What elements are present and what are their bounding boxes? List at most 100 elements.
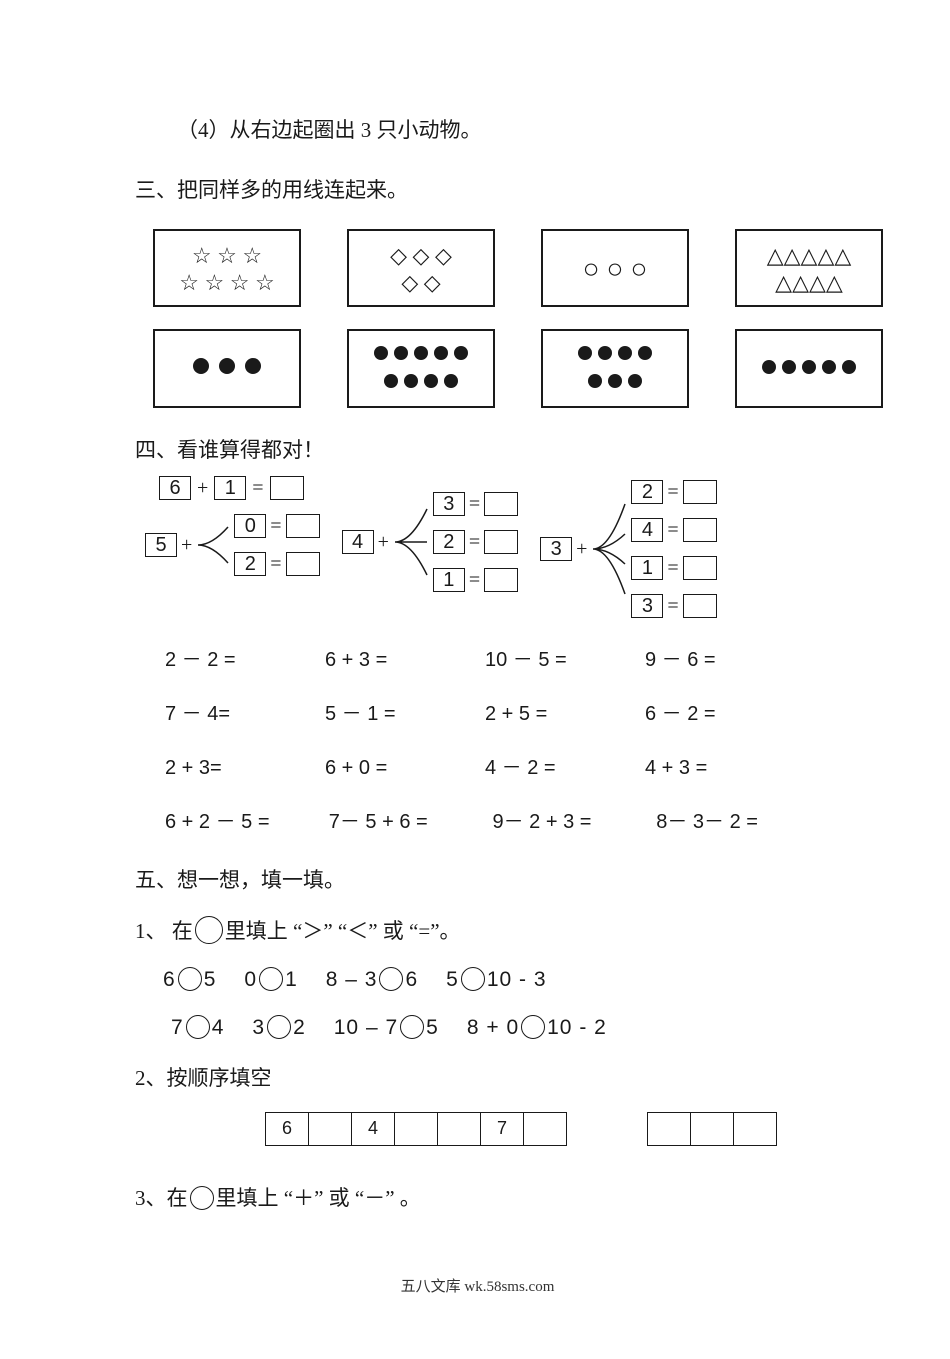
arithmetic-grid-wide: 6 + 2 － 5 =7－ 5 + 6 =9－ 2 + 3 =8－ 3－ 2 =	[165, 806, 820, 838]
equals-sign: =	[667, 514, 678, 546]
match-box-stars: ☆ ☆ ☆ ☆ ☆ ☆ ☆	[153, 229, 301, 307]
arith-row: 2 + 3=6 + 0 =4 － 2 =4 + 3 =	[165, 752, 820, 784]
arithmetic-grid: 2 － 2 =6 + 3 =10 － 5 =9 － 6 = 7 － 4=5 － 1…	[165, 644, 820, 784]
arith-cell: 4 + 3 =	[645, 752, 805, 784]
equals-sign: =	[667, 476, 678, 508]
plus-sign: +	[378, 526, 389, 558]
equals-sign: =	[667, 590, 678, 622]
col-1: 6 + 1 = 5 + 0=2=	[145, 472, 320, 580]
blank-circle-icon	[178, 967, 202, 991]
section-3-title: 三、把同样多的用线连起来。	[135, 174, 820, 208]
page-footer: 五八文库 wk.58sms.com	[135, 1275, 820, 1299]
seq-cell	[395, 1113, 438, 1145]
equals-sign: =	[270, 510, 281, 542]
blank-circle-icon	[267, 1015, 291, 1039]
compare-right: 2	[293, 1016, 306, 1039]
dot-icon	[245, 358, 261, 374]
branch-line: 3=	[631, 590, 716, 622]
compare-row-1: 65018 – 36510 - 3	[163, 963, 820, 997]
num-box: 0	[234, 514, 266, 538]
dot-icon	[384, 374, 398, 388]
arith-cell: 7－ 5 + 6 =	[329, 806, 493, 838]
section-4-title: 四、看谁算得都对！	[135, 434, 820, 468]
answer-box	[683, 556, 717, 580]
branch-items: 2=4=1=3=	[631, 476, 716, 622]
arith-cell: 2 + 3=	[165, 752, 325, 784]
blank-circle-icon	[190, 1186, 214, 1210]
num-box: 1	[631, 556, 663, 580]
match-box-diamonds: ◇ ◇ ◇ ◇ ◇	[347, 229, 495, 307]
answer-box	[286, 514, 320, 538]
answer-box	[270, 476, 304, 500]
compare-right: 1	[285, 968, 298, 991]
match-box-circles: ○ ○ ○	[541, 229, 689, 307]
dot-icon	[588, 374, 602, 388]
num-box: 4	[631, 518, 663, 542]
equals-sign: =	[252, 472, 263, 504]
answer-box	[484, 492, 518, 516]
shape-row: △△△△	[775, 269, 843, 297]
compare-left: 7	[171, 1016, 184, 1039]
question-4: （4）从右边起圈出 3 只小动物。	[135, 114, 820, 148]
arith-cell: 9－ 2 + 3 =	[493, 806, 657, 838]
answer-box	[683, 480, 717, 504]
arith-row: 2 － 2 =6 + 3 =10 － 5 =9 － 6 =	[165, 644, 820, 676]
dot-icon	[219, 358, 235, 374]
match-box-dots	[347, 329, 495, 408]
blank-circle-icon	[186, 1015, 210, 1039]
col-2: 4 + 3=2=1=	[342, 488, 519, 596]
plus-sign: +	[181, 529, 192, 561]
arith-cell: 6 + 0 =	[325, 752, 485, 784]
blank-circle-icon	[195, 916, 223, 944]
dot-icon	[374, 346, 388, 360]
shape-row: ◇ ◇ ◇	[390, 242, 452, 270]
compare-right: 10 - 3	[487, 968, 547, 991]
match-row-top: ☆ ☆ ☆ ☆ ☆ ☆ ☆ ◇ ◇ ◇ ◇ ◇ ○ ○ ○ △△△△△ △△△△	[153, 229, 820, 307]
num-box: 2	[631, 480, 663, 504]
equals-sign: =	[469, 488, 480, 520]
num-box: 4	[342, 530, 374, 554]
equals-sign: =	[469, 564, 480, 596]
num-box: 6	[159, 476, 191, 500]
num-box: 3	[631, 594, 663, 618]
sequence-a: 647	[265, 1112, 567, 1146]
branch-3: 3 + 2=4=1=3=	[540, 476, 717, 622]
section-4-body: 6 + 1 = 5 + 0=2= 4	[135, 472, 820, 838]
seq-cell	[648, 1113, 691, 1145]
blank-circle-icon	[521, 1015, 545, 1039]
seq-cell	[734, 1113, 776, 1145]
bracket-icon	[591, 494, 627, 604]
seq-cell	[691, 1113, 734, 1145]
blank-circle-icon	[400, 1015, 424, 1039]
branch-line: 1=	[433, 564, 518, 596]
seq-cell	[309, 1113, 352, 1145]
dot-icon	[454, 346, 468, 360]
branch-5: 5 + 0=2=	[145, 510, 320, 580]
dot-icon	[424, 374, 438, 388]
branch-line: 2=	[234, 548, 319, 580]
arith-row: 7 － 4=5 － 1 =2 + 5 =6 － 2 =	[165, 698, 820, 730]
arith-cell: 5 － 1 =	[325, 698, 485, 730]
branch-line: 4=	[631, 514, 716, 546]
plus-sign: +	[197, 472, 208, 504]
arith-cell: 2 + 5 =	[485, 698, 645, 730]
dot-icon	[394, 346, 408, 360]
compare-left: 3	[252, 1016, 265, 1039]
plus-sign: +	[576, 533, 587, 565]
dot-icon	[618, 346, 632, 360]
branch-line: 2=	[631, 476, 716, 508]
dot-icon	[802, 360, 816, 374]
branch-line: 3=	[433, 488, 518, 520]
compare-left: 8 – 3	[326, 968, 378, 991]
compare-left: 6	[163, 968, 176, 991]
match-box-dots	[541, 329, 689, 408]
match-box-dots	[735, 329, 883, 408]
dot-icon	[842, 360, 856, 374]
compare-right: 4	[212, 1016, 225, 1039]
answer-box	[683, 518, 717, 542]
q5-3: 3、在里填上 “＋” 或 “－” 。	[135, 1182, 820, 1216]
equals-sign: =	[667, 552, 678, 584]
branch-items: 3=2=1=	[433, 488, 518, 596]
q5-1-text-a: 1、 在	[135, 919, 193, 943]
branch-line: 1=	[631, 552, 716, 584]
